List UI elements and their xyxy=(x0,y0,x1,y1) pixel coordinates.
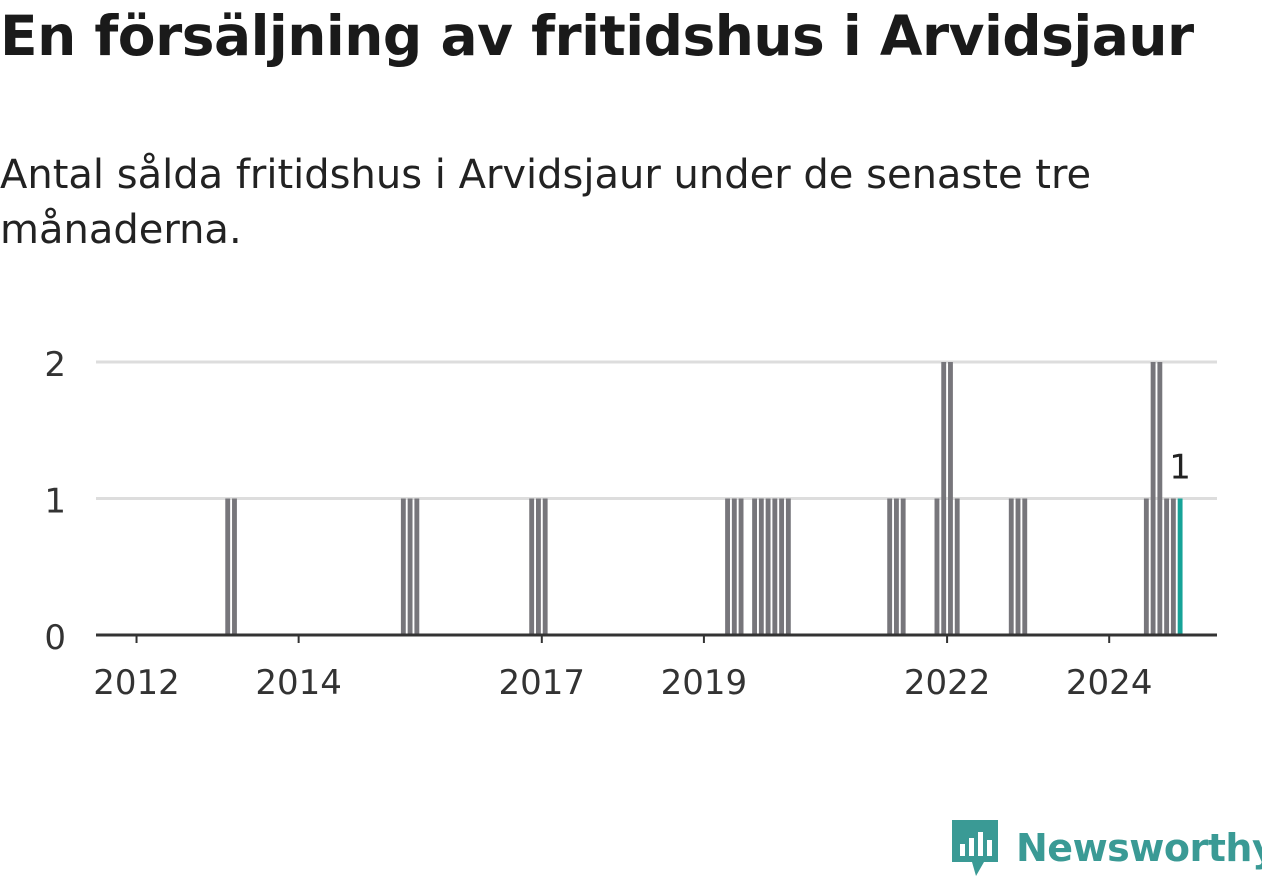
x-tick-label: 2014 xyxy=(255,663,342,703)
bar xyxy=(1143,498,1149,635)
bar xyxy=(765,498,771,635)
bar xyxy=(1015,498,1021,635)
bar-chart: 0 1 2 1 2012 2014 2017 2019 2022 2024 xyxy=(44,345,1217,703)
bar xyxy=(887,498,893,635)
bar xyxy=(232,498,237,635)
x-tick-label: 2012 xyxy=(93,663,180,703)
bar xyxy=(1150,362,1156,635)
chart-subtitle: Antal sålda fritidshus i Arvidsjaur unde… xyxy=(0,152,1092,253)
bar xyxy=(725,498,730,635)
chart-title: En försäljning av fritidshus i Arvidsjau… xyxy=(0,4,1194,68)
bar xyxy=(900,498,906,635)
x-tick-label: 2019 xyxy=(661,663,748,703)
bar xyxy=(948,362,953,635)
y-tick-label: 1 xyxy=(44,482,66,522)
bar xyxy=(225,498,231,635)
y-tick-label: 2 xyxy=(44,345,66,385)
bar xyxy=(1008,498,1014,635)
bar xyxy=(738,498,744,635)
bar xyxy=(785,498,791,635)
bar xyxy=(1022,498,1028,635)
data-label: 1 xyxy=(1169,448,1191,488)
newsworthy-logo: Newsworthy xyxy=(950,818,1262,878)
bar xyxy=(752,498,758,635)
x-tick-label: 2024 xyxy=(1066,663,1153,703)
bar xyxy=(1170,498,1176,635)
y-tick-label: 0 xyxy=(44,618,66,658)
newsworthy-logo-text: Newsworthy xyxy=(1016,826,1262,870)
bar xyxy=(400,498,406,635)
x-tick-label: 2022 xyxy=(904,663,991,703)
bar xyxy=(758,498,764,635)
bar xyxy=(1164,498,1170,635)
bar xyxy=(535,498,541,635)
bar xyxy=(934,498,940,635)
bar xyxy=(893,498,899,635)
bar xyxy=(529,498,535,635)
bar xyxy=(772,498,778,635)
bar xyxy=(414,498,420,635)
bar xyxy=(941,362,947,635)
bar xyxy=(1157,362,1163,635)
bar xyxy=(731,498,737,635)
bar xyxy=(407,498,413,635)
bar xyxy=(779,498,785,635)
newsworthy-logo-icon xyxy=(952,820,998,876)
x-tick-label: 2017 xyxy=(499,663,586,703)
bar xyxy=(542,498,548,635)
bar-highlight xyxy=(1177,498,1183,635)
bar xyxy=(954,498,960,635)
